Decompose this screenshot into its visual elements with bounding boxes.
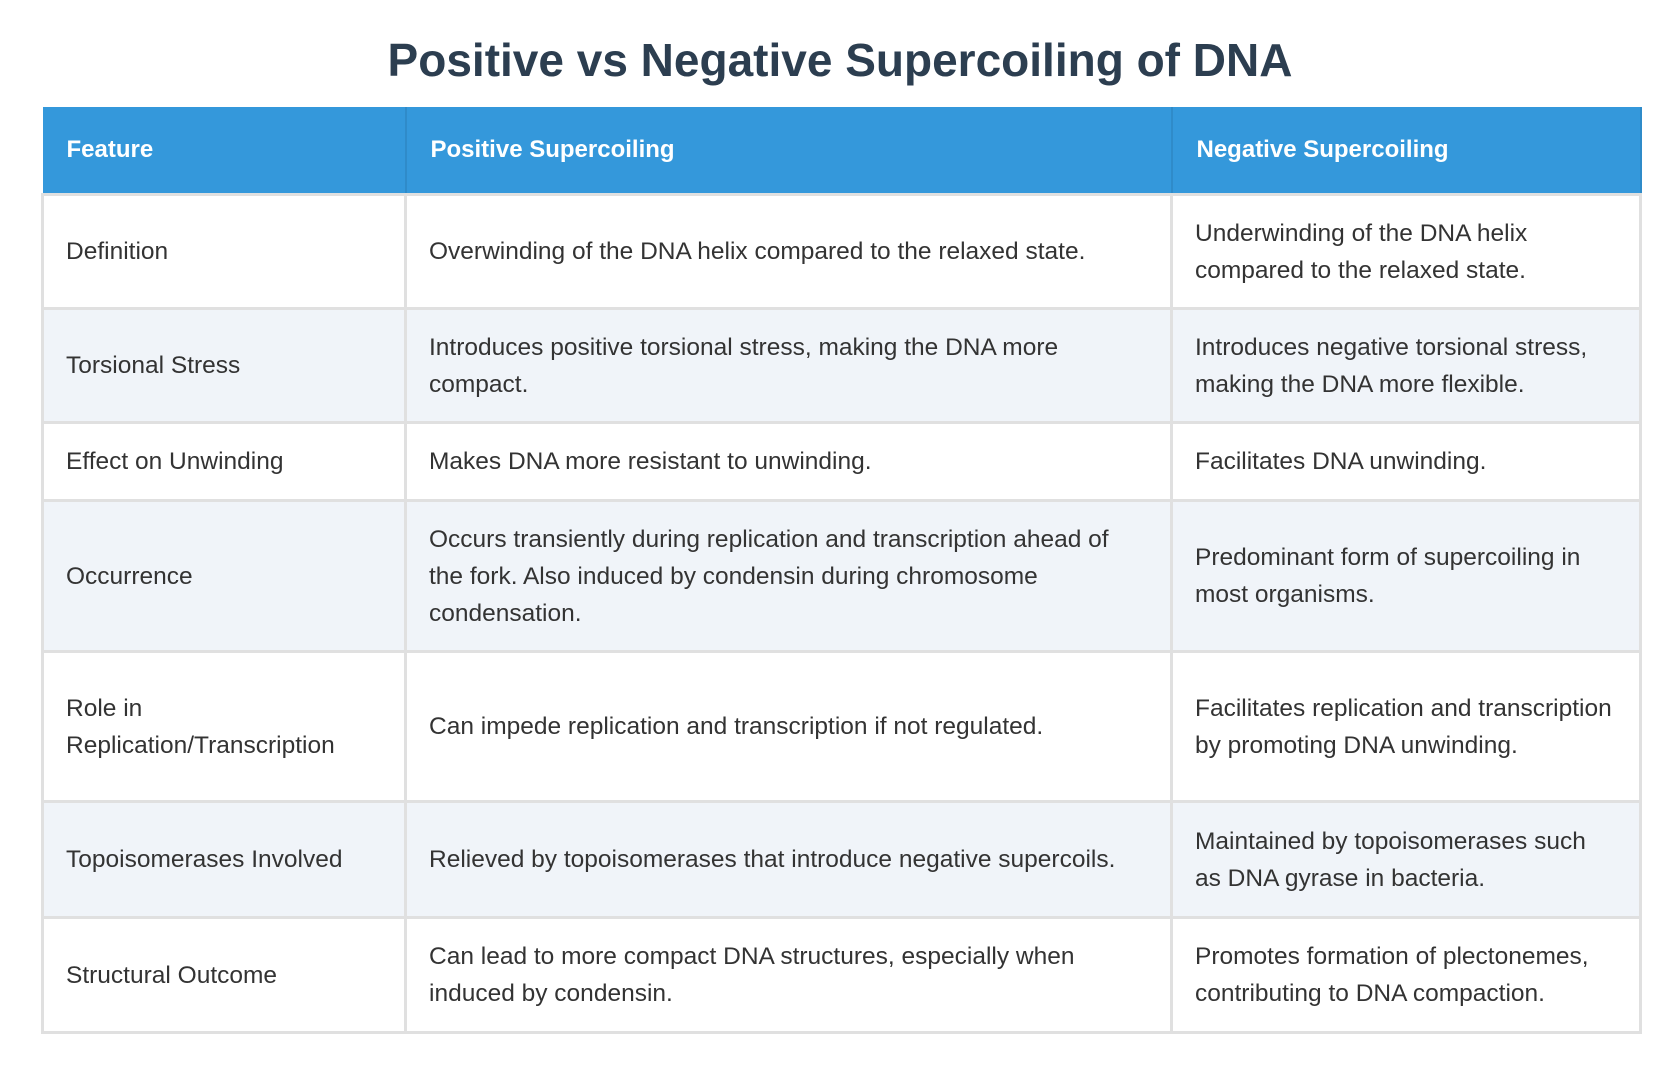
- table-cell: Relieved by topoisomerases that introduc…: [404, 800, 1173, 919]
- table-row: Occurrence Occurs transiently during repl…: [41, 499, 1642, 653]
- table-cell: Introduces negative torsional stress, ma…: [1170, 307, 1642, 424]
- table-cell: Overwinding of the DNA helix compared to…: [404, 193, 1173, 310]
- comparison-table: Feature Positive Supercoiling Negative Sup…: [41, 107, 1642, 1034]
- table-row: Structural Outcome Can lead to more compa…: [41, 916, 1642, 1034]
- table-row: Definition Overwinding of the DNA helix c…: [41, 193, 1642, 310]
- feature-cell: Torsional Stress: [41, 307, 407, 424]
- table-cell: Can impede replication and transcription…: [404, 650, 1173, 803]
- column-header: Positive Supercoiling: [405, 107, 1173, 195]
- page-title: Positive vs Negative Supercoiling of DNA: [387, 34, 1293, 86]
- table-row: Torsional Stress Introduces positive tors…: [41, 307, 1642, 424]
- table-cell: Facilitates DNA unwinding.: [1170, 421, 1642, 502]
- column-header: Negative Supercoiling: [1171, 107, 1642, 195]
- feature-cell: Effect on Unwinding: [41, 421, 407, 502]
- table-cell: Makes DNA more resistant to unwinding.: [404, 421, 1173, 502]
- table-row: Role in Replication/Transcription Can imp…: [41, 650, 1642, 803]
- table-cell: Facilitates replication and transcriptio…: [1170, 650, 1642, 803]
- table-cell: Underwinding of the DNA helix compared t…: [1170, 193, 1642, 310]
- column-header: Feature: [42, 107, 407, 195]
- feature-cell: Occurrence: [41, 499, 407, 653]
- table-cell: Introduces positive torsional stress, ma…: [404, 307, 1173, 424]
- table-row: Effect on Unwinding Makes DNA more resist…: [41, 421, 1642, 502]
- table-row: Topoisomerases Involved Relieved by topoi…: [41, 800, 1642, 919]
- table-cell: Maintained by topoisomerases such as DNA…: [1170, 800, 1642, 919]
- table-cell: Predominant form of supercoiling in most…: [1170, 499, 1642, 653]
- feature-cell: Structural Outcome: [41, 916, 407, 1034]
- feature-cell: Role in Replication/Transcription: [41, 650, 407, 803]
- feature-cell: Topoisomerases Involved: [41, 800, 407, 919]
- table-cell: Can lead to more compact DNA structures,…: [404, 916, 1173, 1034]
- table-cell: Occurs transiently during replication an…: [404, 499, 1173, 653]
- table-cell: Promotes formation of plectonemes, contr…: [1170, 916, 1642, 1034]
- feature-cell: Definition: [41, 193, 407, 310]
- header-row: Feature Positive Supercoiling Negative Sup…: [42, 107, 1642, 195]
